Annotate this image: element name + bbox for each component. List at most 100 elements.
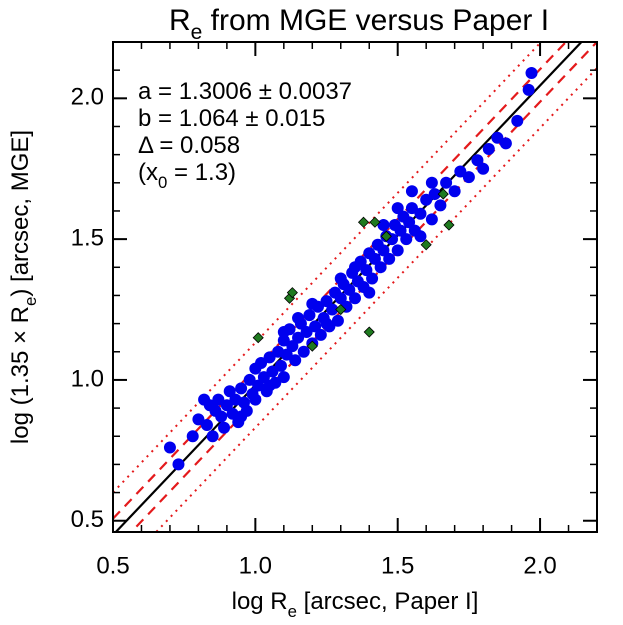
annotation-part: Δ = 0.058: [138, 132, 240, 159]
y-axis-label: log (1.35 × Re) [arcsec, MGE]: [7, 130, 40, 444]
circle-point: [491, 131, 504, 144]
circle-point: [400, 233, 413, 246]
circle-point: [243, 373, 256, 386]
circle-point: [252, 379, 265, 392]
circle-point: [405, 202, 418, 215]
diamond-point: [252, 332, 264, 344]
circle-point: [331, 314, 344, 327]
circle-point: [289, 354, 302, 367]
diamond-point: [335, 303, 347, 316]
circle-point: [274, 359, 287, 372]
x-axis-label-part: e: [288, 602, 297, 621]
chart-title-part: from MGE versus Paper I: [202, 4, 549, 37]
circle-point: [163, 441, 176, 454]
y-tick-label: 1.0: [71, 365, 104, 392]
plot-frame: [112, 41, 598, 533]
circle-point: [391, 202, 404, 215]
circle-point: [303, 309, 316, 322]
circle-point: [320, 295, 333, 308]
points: [163, 66, 538, 471]
y-tick-label: 1.5: [71, 224, 104, 251]
circle-point: [343, 283, 356, 296]
circle-point: [192, 413, 205, 426]
chart-title-part: e: [191, 21, 203, 44]
annotation-part: a = 1.3006 ± 0.0037: [138, 78, 352, 105]
circle-point: [414, 230, 427, 243]
circle-point: [349, 261, 361, 274]
circle-point: [391, 244, 404, 257]
x-tick-label: 1.0: [239, 552, 272, 579]
circle-point: [377, 219, 390, 232]
circle-point: [440, 176, 453, 189]
diamond-point: [420, 239, 432, 251]
circle-point: [218, 421, 231, 434]
circle-point: [471, 154, 484, 167]
circle-point: [186, 430, 199, 443]
diamond-point: [369, 216, 381, 228]
circle-point: [366, 272, 379, 285]
circle-point: [306, 297, 319, 310]
annotation-part: (x: [138, 159, 158, 186]
circle-point: [326, 303, 339, 316]
circle-point: [420, 193, 433, 206]
chart-title-part: R: [169, 4, 191, 37]
circle-point: [428, 188, 441, 201]
circle-point: [403, 216, 416, 229]
diamond-point: [380, 230, 392, 242]
diamond-point: [357, 216, 370, 228]
circle-point: [405, 185, 418, 198]
diamond-point: [437, 188, 449, 200]
circle-point: [425, 213, 438, 226]
circle-point: [448, 185, 461, 198]
circle-point: [286, 340, 299, 353]
annotation-part: = 1.3): [167, 159, 236, 186]
x-axis-label: log Re [arcsec, Paper I]: [232, 588, 479, 621]
annotation-part: b = 1.064 ± 0.015: [138, 105, 325, 132]
y-axis-label-part: log (1.35 × R: [7, 306, 34, 444]
circle-point: [334, 272, 347, 285]
circle-point: [212, 393, 225, 406]
circle-point: [235, 382, 248, 395]
circle-point: [499, 137, 512, 150]
circle-point: [425, 176, 438, 189]
circle-point: [277, 326, 290, 339]
circle-point: [277, 371, 290, 384]
x-tick-label: 0.5: [96, 552, 129, 579]
circle-point: [235, 410, 248, 423]
circle-point: [215, 410, 228, 423]
circle-point: [314, 328, 327, 341]
circle-point: [309, 320, 322, 333]
annotation: b = 1.064 ± 0.015: [138, 105, 325, 132]
circle-point: [477, 162, 490, 175]
annotation-part: 0: [158, 173, 167, 192]
circle-point: [263, 351, 276, 364]
circle-point: [368, 252, 381, 265]
circle-point: [320, 317, 333, 330]
diamond-point: [363, 326, 375, 338]
circle-point: [297, 345, 310, 358]
circle-point: [200, 418, 213, 431]
diamond-point: [443, 219, 455, 231]
x-axis-label-part: [arcsec, Paper I]: [297, 588, 478, 615]
y-tick-label: 2.0: [71, 84, 104, 111]
circle-point: [292, 311, 305, 324]
circle-point: [360, 264, 373, 277]
circle-point: [277, 334, 290, 347]
circle-point: [511, 114, 524, 127]
annotation: (x0 = 1.3): [138, 159, 236, 192]
circle-point: [374, 261, 387, 274]
x-tick-label: 1.5: [381, 552, 414, 579]
circle-point: [525, 66, 538, 79]
circle-point: [394, 224, 407, 237]
y-axis-label-part: ) [arcsec, MGE]: [7, 130, 34, 297]
y-axis-label-part: e: [21, 297, 40, 306]
circle-point: [383, 252, 396, 265]
outer-band: [113, 42, 543, 494]
circle-point: [434, 199, 447, 212]
diamond-point: [286, 287, 298, 299]
circle-point: [292, 331, 305, 344]
annotation: a = 1.3006 ± 0.0037: [138, 78, 352, 105]
circle-point: [266, 365, 279, 378]
circle-point: [206, 430, 219, 443]
